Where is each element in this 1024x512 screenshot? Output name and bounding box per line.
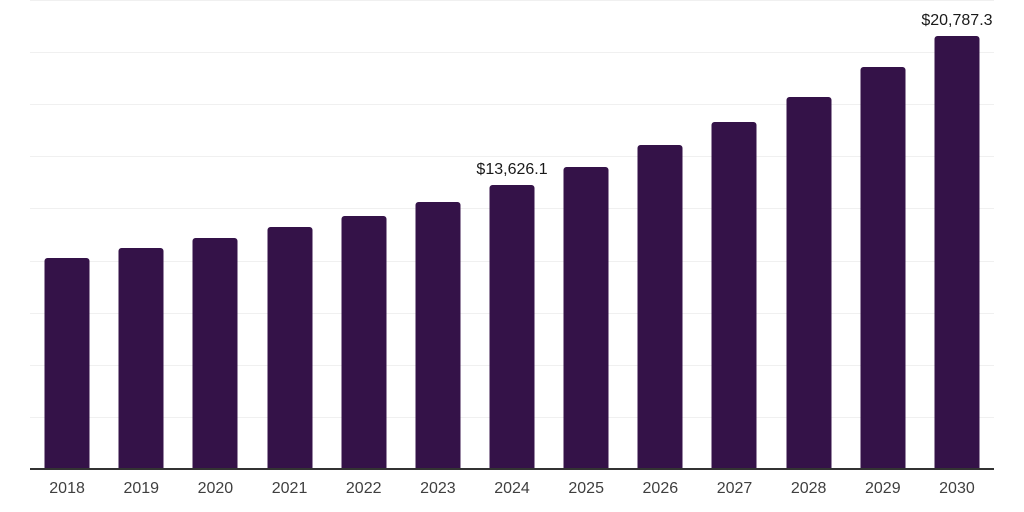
bar-2030 bbox=[934, 35, 980, 470]
gridline bbox=[30, 0, 994, 1]
x-tick-label-2028: 2028 bbox=[790, 480, 827, 497]
x-tick-label-2024: 2024 bbox=[494, 480, 530, 497]
gridline bbox=[30, 51, 994, 53]
x-tick-label-2023: 2023 bbox=[420, 480, 456, 497]
bar-slot bbox=[252, 0, 326, 470]
gridline bbox=[30, 103, 994, 105]
bar-2018 bbox=[44, 257, 90, 470]
bar-slot bbox=[772, 0, 846, 470]
bar-2021 bbox=[267, 226, 313, 470]
x-tick-label-2026: 2026 bbox=[642, 480, 679, 497]
x-tick-label-2025: 2025 bbox=[568, 480, 604, 497]
bar-2027 bbox=[711, 121, 757, 470]
bar-slot bbox=[697, 0, 771, 470]
bar-2026 bbox=[637, 144, 683, 470]
x-tick-label-2020: 2020 bbox=[197, 480, 234, 497]
x-axis-labels: 2018 2019 2020 2021 2022 2023 2024 2025 2026 2027… bbox=[30, 470, 994, 508]
x-tick-label-2022: 2022 bbox=[345, 480, 382, 497]
bar-slot bbox=[178, 0, 252, 470]
x-tick-label-2029: 2029 bbox=[865, 480, 901, 497]
gridline bbox=[30, 156, 994, 158]
bar-value-label-2024: $13,626.1 bbox=[476, 161, 548, 179]
bar-slot bbox=[327, 0, 401, 470]
bar-2023 bbox=[415, 201, 461, 470]
bar-slot bbox=[549, 0, 623, 470]
bar-slot: $20,787.3 bbox=[920, 0, 994, 470]
x-tick-label-2021: 2021 bbox=[271, 480, 308, 497]
bar-2022 bbox=[341, 215, 387, 470]
x-tick-label-2027: 2027 bbox=[716, 480, 753, 497]
bars-container: $13,626.1 $20,787.3 bbox=[30, 0, 994, 470]
bar-slot bbox=[30, 0, 104, 470]
bar-slot bbox=[846, 0, 920, 470]
bar-value-label-2030: $20,787.3 bbox=[921, 11, 993, 29]
bar-2028 bbox=[786, 96, 832, 470]
bar-2020 bbox=[192, 237, 238, 470]
bar-2025 bbox=[563, 166, 609, 470]
bar-slot bbox=[623, 0, 697, 470]
bar-2019 bbox=[118, 247, 164, 470]
bar-slot: $13,626.1 bbox=[475, 0, 549, 470]
bar-slot bbox=[401, 0, 475, 470]
plot-area: $13,626.1 $20,787.3 bbox=[30, 0, 994, 470]
x-tick-label-2030: 2030 bbox=[939, 480, 975, 497]
x-axis-line bbox=[30, 468, 994, 470]
bar-2024 bbox=[489, 185, 535, 470]
x-tick-label-2018: 2018 bbox=[49, 480, 85, 497]
bar-2029 bbox=[860, 67, 906, 470]
x-tick-label-2019: 2019 bbox=[123, 480, 160, 497]
bar-slot bbox=[104, 0, 178, 470]
